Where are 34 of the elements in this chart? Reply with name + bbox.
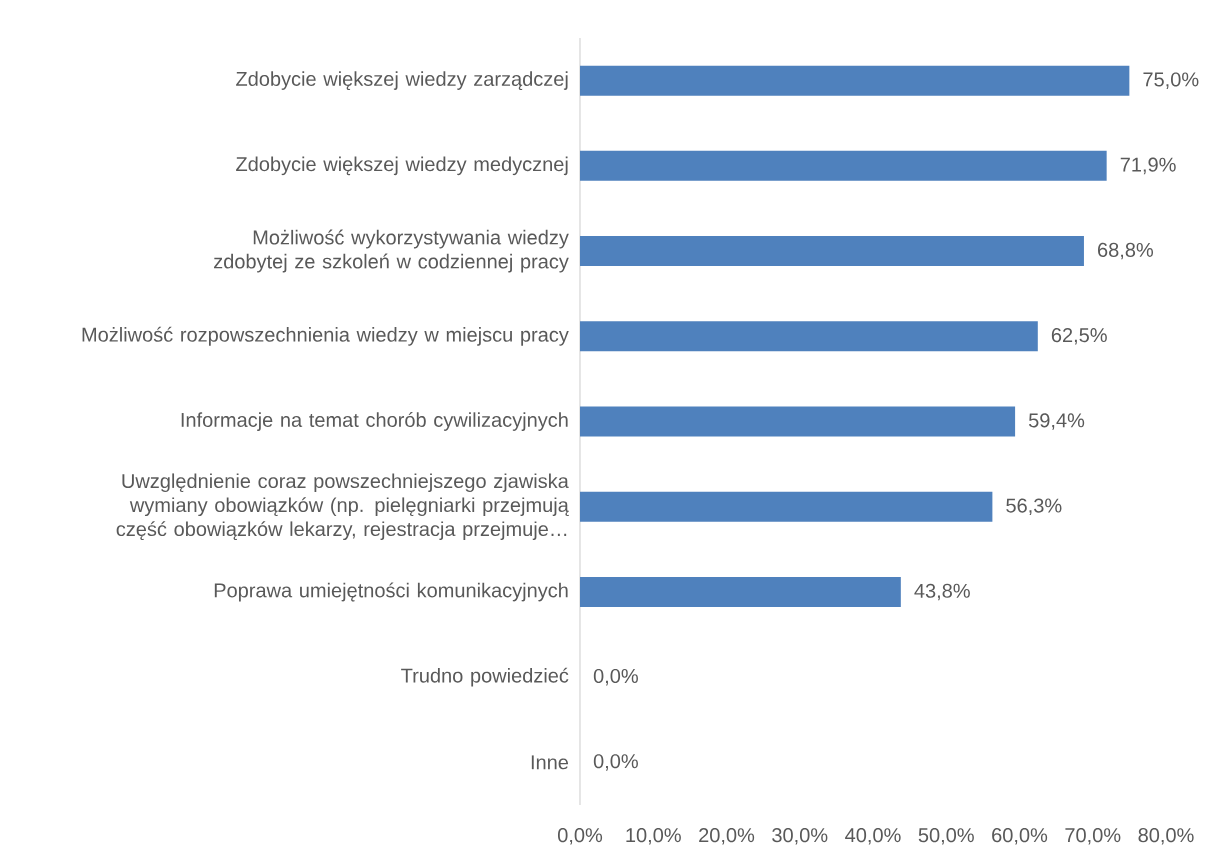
bar [580,65,1130,96]
x-tick-label: 70,0% [1065,828,1121,845]
y-tick-label: Poprawa umiejętności komunikacyjnych [214,582,568,602]
bar [580,150,1107,181]
y-tick-label: Informacje na temat chorób cywilizacyjnych [181,412,568,431]
data-label: 68,8% [1098,242,1154,260]
data-label: 71,9% [1120,157,1176,175]
bar [580,236,1084,267]
bar [580,576,901,607]
bar [580,406,1016,437]
x-tick-label: 40,0% [845,828,901,845]
x-tick-label: 50,0% [918,828,974,845]
x-tick-label: 60,0% [992,828,1048,845]
y-tick-label: Uwzględnienie coraz powszechniejszego zjawiska wymiany obowiązków (np. pielęgniarki przejmują część obowiązków lekarzy, rejestracja przejmuje… [116,473,569,541]
data-label: 0,0% [593,668,638,686]
bar [580,491,993,522]
y-tick-label: Trudno powiedzieć [401,667,569,687]
data-label: 62,5% [1051,328,1107,345]
data-label: 59,4% [1028,413,1085,430]
x-tick-label: 80,0% [1138,828,1194,845]
data-label: 56,3% [1006,498,1062,516]
y-tick-label: Możliwość wykorzystywania wiedzy zdobytej ze szkoleń w codziennej pracy [214,229,569,273]
bar [580,321,1038,352]
y-tick-label: Inne [531,755,569,770]
data-label: 75,0% [1143,72,1199,89]
x-tick-label: 30,0% [772,828,828,845]
y-tick-label: Zdobycie większej wiedzy zarządczej [236,71,568,90]
x-tick-label: 20,0% [699,828,755,845]
x-tick-label: 10,0% [626,828,681,845]
data-label: 43,8% [914,583,970,601]
data-label: 0,0% [593,754,638,771]
y-tick-label: Zdobycie większej wiedzy medycznej [236,156,568,176]
x-tick-label: 0,0% [557,828,603,845]
y-tick-label: Możliwość rozpowszechnienia wiedzy w miejscu pracy [82,326,569,346]
